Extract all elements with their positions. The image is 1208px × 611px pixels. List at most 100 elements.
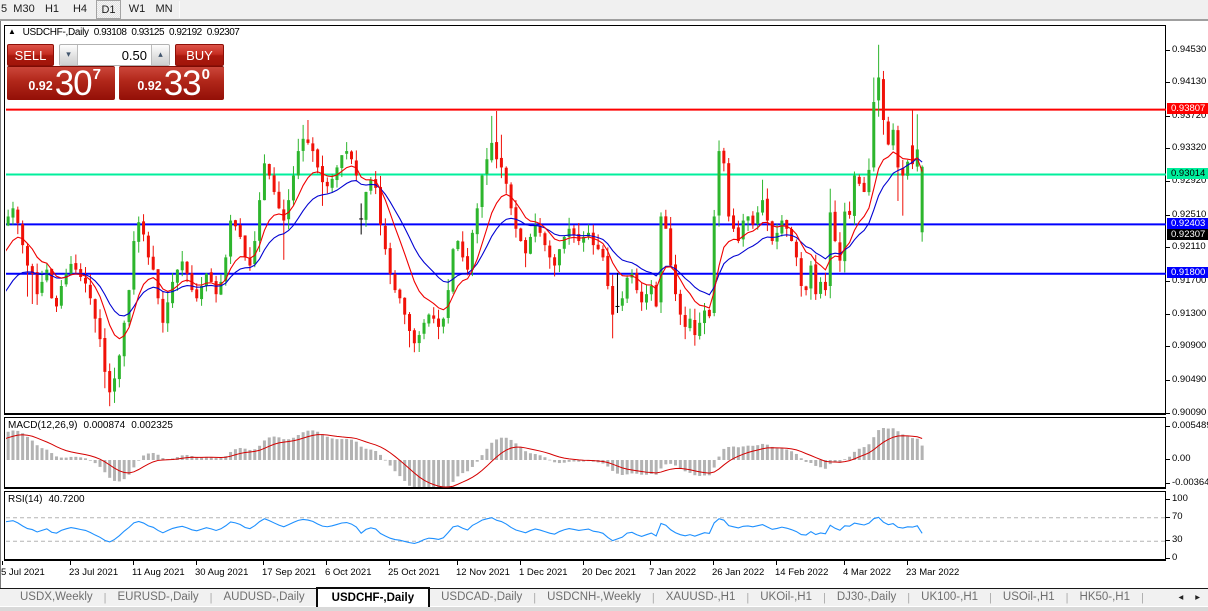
rsi-name: RSI(14): [8, 494, 43, 505]
timeframe-button-mn[interactable]: MN: [155, 3, 173, 15]
price-axis-label: 0.94530: [1172, 44, 1207, 55]
sell-price-display[interactable]: 0.92 30 7: [7, 66, 115, 101]
macd-indicator-panel[interactable]: [4, 417, 1166, 489]
chart-tab-uk100-h1[interactable]: UK100-,H1: [921, 591, 979, 603]
price-axis-tick: [1166, 499, 1170, 500]
price-axis-tick: [1166, 215, 1170, 216]
macd-signal-line: [6, 434, 923, 488]
timeframe-button-h1[interactable]: H1: [44, 3, 60, 15]
time-axis-tick: [844, 561, 845, 565]
buy-price-small: 0.92: [137, 79, 162, 93]
price-axis-label: 0.93720: [1172, 110, 1207, 121]
price-axis-tick: [1166, 459, 1170, 460]
window-bottom-strip: [0, 607, 1208, 611]
chart-tab-dj30-daily[interactable]: DJ30-,Daily: [836, 591, 897, 603]
timeframe-button-w1[interactable]: W1: [128, 3, 146, 15]
time-axis-tick: [776, 561, 777, 565]
tab-separator: |: [651, 591, 655, 604]
sell-price-sup: 7: [92, 66, 101, 83]
window-left-edge: [0, 21, 1, 606]
time-axis-label: 23 Mar 2022: [906, 567, 960, 578]
time-axis-label: 26 Jan 2022: [712, 567, 765, 578]
buy-button[interactable]: BUY: [175, 44, 224, 66]
time-axis-tick: [520, 561, 521, 565]
tab-separator: |: [1141, 591, 1144, 604]
chart-tab-hk50-h1[interactable]: HK50-,H1: [1079, 591, 1131, 603]
time-axis-label: 14 Feb 2022: [775, 567, 829, 578]
time-axis-tick: [713, 561, 714, 565]
time-axis-label: 4 Mar 2022: [843, 567, 892, 578]
price-axis-tick: [1166, 50, 1170, 51]
tab-scroll-right-icon[interactable]: ▸: [1195, 592, 1200, 603]
time-axis-label: 20 Dec 2021: [582, 567, 636, 578]
time-axis-tick: [457, 561, 458, 565]
price-axis-tick: [1166, 426, 1170, 427]
volume-spinner: ▾ ▴: [59, 44, 170, 66]
timeframe-button-5[interactable]: 5: [0, 3, 8, 15]
tab-scroll-left-icon[interactable]: ◂: [1178, 592, 1184, 603]
price-axis-tick: [1166, 247, 1170, 248]
horizontal-line-objects: [6, 108, 1166, 275]
macd-name: MACD(12,26,9): [8, 420, 78, 431]
volume-decrease-button[interactable]: ▾: [60, 45, 78, 65]
tab-separator: |: [103, 591, 107, 604]
chart-tab-ukoil-h1[interactable]: UKOil-,H1: [760, 591, 812, 603]
rsi-line: [6, 516, 923, 545]
timeframe-button-m30[interactable]: M30: [13, 3, 35, 15]
ohlc-close: 0.92307: [206, 27, 240, 38]
chart-tab-usdchf-daily[interactable]: USDCHF-,Daily: [315, 586, 431, 607]
candles-layer: [6, 44, 924, 407]
time-axis-tick: [2, 561, 3, 565]
volume-input[interactable]: [79, 45, 150, 65]
macd-axis-label: 0.00: [1172, 453, 1191, 464]
macd-value-main: 0.000874: [83, 420, 126, 431]
price-axis-label: 0.90900: [1172, 340, 1207, 351]
time-axis-label: 7 Jan 2022: [649, 567, 697, 578]
hline-price-badge: 0.91800: [1167, 267, 1208, 278]
hline-price-badge: 0.93014: [1167, 168, 1208, 179]
price-axis-tick: [1166, 281, 1170, 282]
buy-price-display[interactable]: 0.92 33 0: [119, 66, 224, 101]
chart-tab-usdcad-daily[interactable]: USDCAD-,Daily: [441, 591, 523, 603]
price-axis-label: 0.90090: [1172, 407, 1207, 418]
timeframe-button-h4[interactable]: H4: [72, 3, 88, 15]
toolbar-separator: [179, 1, 180, 18]
sell-price-small: 0.92: [28, 79, 53, 93]
macd-indicator-label: MACD(12,26,9) 0.000874 0.002325: [8, 420, 173, 431]
chart-tab-usoil-h1[interactable]: USOil-,H1: [1002, 591, 1055, 603]
sell-button[interactable]: SELL: [7, 44, 54, 66]
time-axis-tick: [389, 561, 390, 565]
rsi-indicator-label: RSI(14) 40.7200: [8, 494, 85, 505]
chart-tab-xauusd-h1[interactable]: XAUUSD-,H1: [665, 591, 736, 603]
time-axis-label: 25 Oct 2021: [388, 567, 440, 578]
ma-slow-line: [6, 157, 923, 317]
tab-separator: |: [1065, 591, 1069, 604]
volume-increase-button[interactable]: ▴: [151, 45, 169, 65]
rsi-canvas: [6, 516, 1166, 545]
collapse-panel-icon[interactable]: ▲: [8, 27, 16, 36]
chart-tab-eurusd-daily[interactable]: EURUSD-,Daily: [117, 591, 199, 603]
time-axis-tick: [133, 561, 134, 565]
macd-axis-label: 0.005489: [1172, 420, 1208, 431]
hline-price-badge: 0.93807: [1167, 103, 1208, 114]
time-axis-tick: [263, 561, 264, 565]
macd-value-signal: 0.002325: [131, 420, 173, 431]
chart-symbol-period: USDCHF-,Daily: [22, 27, 89, 38]
chart-tab-usdcnh-weekly[interactable]: USDCNH-,Weekly: [547, 591, 641, 603]
timeframe-button-d1[interactable]: D1: [96, 0, 121, 19]
hline-price-badge: 0.92403: [1167, 218, 1208, 229]
price-axis-label: 0.94130: [1172, 76, 1207, 87]
rsi-indicator-panel[interactable]: [4, 491, 1166, 561]
tab-separator: |: [533, 591, 537, 604]
time-axis-tick: [70, 561, 71, 565]
chart-tab-audusd-daily[interactable]: AUDUSD-,Daily: [223, 591, 305, 603]
chart-tab-usdx-weekly[interactable]: USDX,Weekly: [20, 591, 93, 603]
price-axis-tick: [1166, 116, 1170, 117]
time-axis-label: 11 Aug 2021: [132, 567, 185, 578]
time-axis-label: 6 Oct 2021: [325, 567, 372, 578]
tab-scroll-arrows: ◂ ▸: [1166, 592, 1200, 603]
ohlc-open: 0.93108: [93, 27, 127, 38]
